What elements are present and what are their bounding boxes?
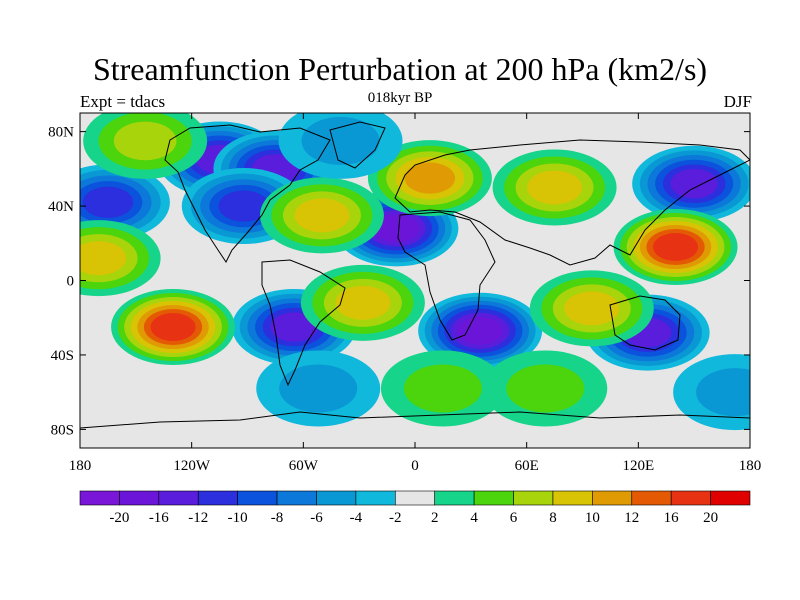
colorbar-label: -6 (310, 510, 323, 526)
colorbar-swatch (237, 490, 278, 506)
south-america-coastline (261, 259, 346, 387)
colorbar-swatch (316, 490, 357, 506)
contour-level (301, 116, 380, 165)
colorbar-label: 16 (664, 510, 680, 526)
colorbar-swatch (710, 490, 751, 506)
contour-feature (380, 350, 505, 427)
colorbar-swatch (631, 490, 672, 506)
colorbar-swatch (276, 490, 317, 506)
greenland-coastline (329, 121, 386, 169)
contour-feature (529, 270, 654, 347)
contour-level (652, 233, 699, 261)
contour-feature (418, 292, 543, 369)
colorbar-swatch (79, 490, 120, 506)
coastlines (80, 121, 750, 429)
season-label: DJF (723, 92, 752, 111)
contour-feature (632, 145, 750, 222)
lon-tick-label: 180 (739, 458, 762, 474)
colorbar-swatch (592, 490, 633, 506)
lon-tick-label: 60W (289, 458, 319, 474)
colorbar-swatch (670, 490, 711, 506)
map-axes: 80N 40N 0 40S 80S 180 120W 60W 0 60E 120E 180 (48, 113, 761, 474)
contour-field (80, 113, 750, 431)
colorbar-label: 20 (703, 510, 718, 526)
contour-feature (278, 113, 403, 179)
contour-level (113, 121, 177, 161)
europe-asia-coastline (394, 139, 750, 266)
contour-level (270, 312, 318, 342)
colorbar: -20 -16 -12 -10 -8 -6 -4 -2 2 4 6 8 10 12 16 20 (79, 490, 751, 526)
contour-level (527, 170, 583, 205)
contour-feature (259, 177, 384, 254)
contour-level (457, 316, 503, 345)
contour-feature (111, 289, 236, 366)
lon-tick-label: 180 (69, 458, 92, 474)
colorbar-swatch (473, 490, 514, 506)
plot-title: Streamfunction Perturbation at 200 hPa (… (92, 51, 708, 87)
lon-tick-label: 0 (411, 458, 419, 474)
colorbar-label: 2 (431, 510, 439, 526)
contour-level (404, 162, 456, 194)
contour-level (335, 285, 391, 320)
lon-tick-label: 120E (622, 458, 654, 474)
colorbar-label: 10 (585, 510, 600, 526)
colorbar-swatch (394, 490, 436, 506)
lat-tick-label: 0 (67, 274, 75, 290)
colorbar-swatch (158, 490, 199, 506)
colorbar-label: -4 (350, 510, 363, 526)
colorbar-swatch (552, 490, 593, 506)
lat-tick-label: 80N (48, 125, 74, 141)
contour-level (506, 364, 585, 413)
colorbar-label: 12 (624, 510, 639, 526)
contour-feature (673, 354, 750, 431)
contour-level (564, 291, 620, 326)
lon-tick-label: 60E (515, 458, 539, 474)
contour-feature (83, 113, 208, 179)
contour-level (373, 214, 419, 243)
colorbar-label: 8 (549, 510, 557, 526)
north-america-coastline (164, 124, 331, 263)
contour-level (82, 186, 134, 218)
colorbar-swatch (197, 490, 238, 506)
contour-feature (492, 149, 617, 226)
contour-level (80, 241, 127, 276)
contour-feature (80, 164, 170, 241)
colorbar-label: -12 (188, 510, 208, 526)
colorbar-label: 4 (470, 510, 478, 526)
plot-subtitle: 018kyr BP (367, 90, 433, 106)
colorbar-swatch (434, 490, 475, 506)
lon-tick-label: 120W (173, 458, 211, 474)
contour-level (294, 198, 350, 233)
lat-tick-label: 40S (51, 348, 74, 364)
contour-level (279, 364, 358, 413)
contour-level (696, 368, 750, 417)
lat-tick-label: 80S (51, 422, 74, 438)
contour-feature (483, 350, 608, 427)
colorbar-swatch (513, 490, 554, 506)
colorbar-swatch (355, 490, 396, 506)
colorbar-label: -8 (271, 510, 284, 526)
colorbar-swatch (119, 490, 160, 506)
contour-feature (300, 264, 425, 341)
antarctica-coastline (80, 411, 750, 429)
contour-feature (80, 220, 161, 297)
experiment-label: Expt = tdacs (80, 92, 166, 111)
lat-tick-label: 40N (48, 199, 74, 215)
africa-coastline (397, 211, 496, 341)
contour-level (403, 364, 482, 413)
colorbar-label: 6 (510, 510, 518, 526)
colorbar-label: -10 (228, 510, 248, 526)
colorbar-label: -16 (149, 510, 169, 526)
australia-coastline (609, 295, 681, 351)
contour-feature (613, 209, 738, 285)
contour-feature (256, 350, 381, 427)
contour-level (150, 313, 196, 342)
contour-feature (367, 140, 492, 217)
colorbar-label: -2 (389, 510, 402, 526)
contour-level (218, 190, 269, 222)
colorbar-label: -20 (109, 510, 129, 526)
contour-level (670, 169, 718, 199)
